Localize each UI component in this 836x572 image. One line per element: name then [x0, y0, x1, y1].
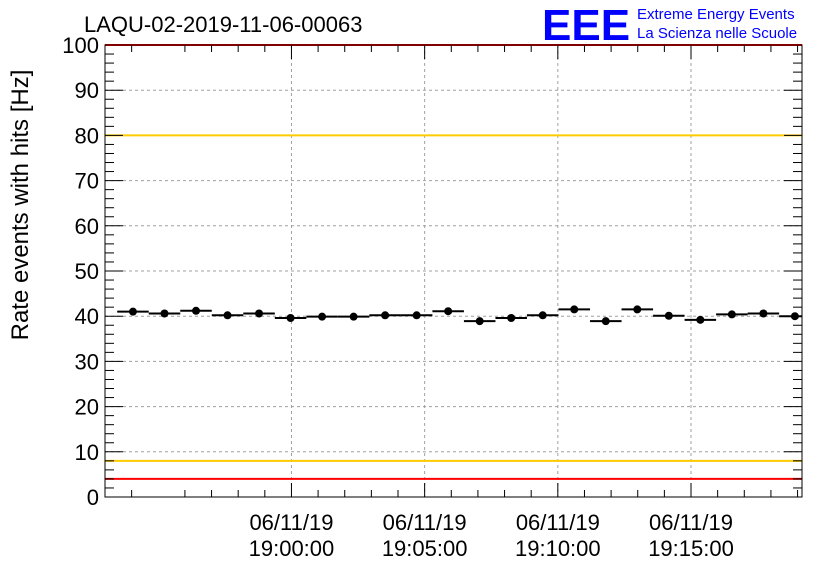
logo-line1: Extreme Energy Events	[637, 6, 795, 23]
grid-layer	[105, 45, 802, 497]
data-point	[727, 310, 736, 319]
data-point	[349, 312, 358, 321]
data-point	[444, 307, 453, 316]
eee-logo: EEE Extreme Energy Events La Scienza nel…	[542, 1, 797, 50]
y-tick-label: 50	[75, 259, 99, 284]
data-point	[664, 311, 673, 320]
y-tick-label: 0	[87, 485, 99, 510]
data-point	[538, 311, 547, 320]
data-point	[696, 315, 705, 324]
x-tick-time: 19:05:00	[382, 536, 468, 561]
data-point	[475, 317, 484, 326]
y-tick-label: 90	[75, 78, 99, 103]
y-tick-label: 60	[75, 214, 99, 239]
y-tick-label: 10	[75, 440, 99, 465]
data-point	[192, 306, 201, 315]
y-tick-label: 20	[75, 395, 99, 420]
y-tick-label: 70	[75, 169, 99, 194]
x-tick-time: 19:10:00	[515, 536, 601, 561]
data-point	[255, 309, 264, 318]
data-point	[128, 307, 137, 316]
y-tick-label: 30	[75, 349, 99, 374]
data-point	[160, 309, 169, 318]
data-point	[286, 314, 295, 323]
data-point	[381, 311, 390, 320]
x-tick-time: 19:00:00	[249, 536, 335, 561]
data-point	[570, 305, 579, 314]
y-axis-label: Rate events with hits [Hz]	[7, 70, 34, 341]
x-tick-time: 19:15:00	[648, 536, 734, 561]
chart-title: LAQU-02-2019-11-06-00063	[84, 12, 362, 37]
data-point	[759, 309, 768, 318]
logo-line2: La Scienza nelle Scuole	[637, 25, 797, 42]
x-tick-date: 06/11/19	[516, 510, 600, 535]
data-point	[601, 317, 610, 326]
data-point	[223, 311, 232, 320]
x-tick-date: 06/11/19	[649, 510, 733, 535]
data-point	[412, 311, 421, 320]
data-point	[507, 314, 516, 323]
y-tick-label: 40	[75, 304, 99, 329]
x-tick-date: 06/11/19	[249, 510, 333, 535]
data-point	[318, 312, 327, 321]
logo-letters: EEE	[542, 1, 630, 50]
y-tick-label: 100	[62, 33, 99, 58]
axes: 010203040506070809010006/11/1919:00:0006…	[62, 33, 802, 561]
y-tick-label: 80	[75, 123, 99, 148]
data-point	[633, 305, 642, 314]
data-points	[117, 305, 802, 326]
x-tick-date: 06/11/19	[383, 510, 467, 535]
threshold-lines	[105, 44, 802, 480]
